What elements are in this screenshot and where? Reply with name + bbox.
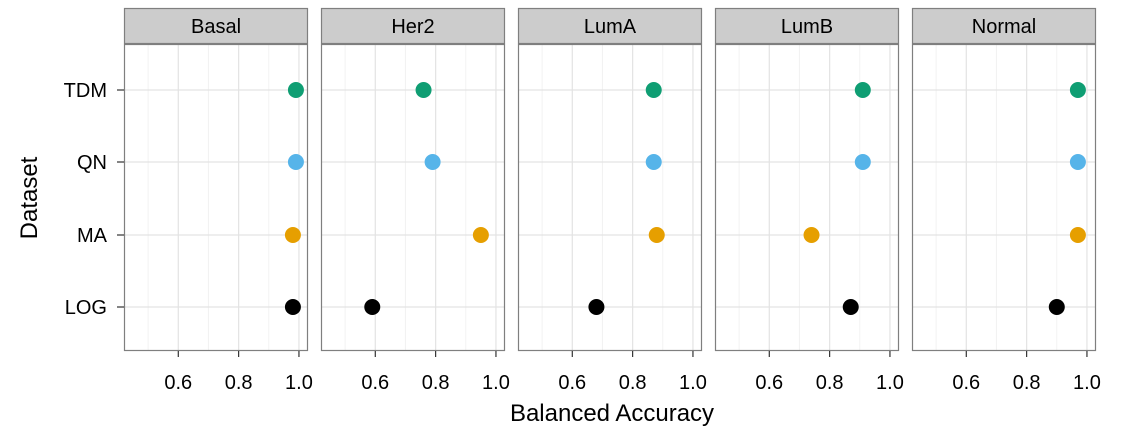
point-her2-ma bbox=[472, 227, 489, 243]
panel-normal-strip-label: Normal bbox=[972, 16, 1036, 38]
panel-normal-background bbox=[912, 44, 1096, 351]
y-axis-title: Dataset bbox=[16, 156, 43, 239]
panel-her2-x-tick-label: 0.8 bbox=[422, 372, 450, 394]
point-basal-qn bbox=[287, 154, 304, 170]
point-basal-tdm bbox=[287, 82, 304, 98]
point-basal-ma bbox=[284, 227, 301, 243]
panel-her2-x-tick-label: 1.0 bbox=[482, 372, 510, 394]
panel-luma-x-tick-label: 0.8 bbox=[619, 372, 647, 394]
panel-lumb-x-tick-label: 0.8 bbox=[816, 372, 844, 394]
panel-her2-strip-label: Her2 bbox=[391, 16, 434, 38]
panel-luma-x-tick-label: 0.6 bbox=[558, 372, 586, 394]
point-luma-log bbox=[588, 299, 605, 315]
point-normal-log bbox=[1048, 299, 1065, 315]
panel-normal-x-tick-label: 0.6 bbox=[952, 372, 980, 394]
point-her2-tdm bbox=[415, 82, 432, 98]
point-normal-ma bbox=[1069, 227, 1086, 243]
panel-basal-strip-label: Basal bbox=[191, 16, 241, 38]
panel-lumb-strip bbox=[714, 7, 900, 45]
point-basal-log bbox=[284, 299, 301, 315]
x-axis-title: Balanced Accuracy bbox=[510, 400, 714, 427]
panel-basal-x-tick-label: 0.8 bbox=[225, 372, 253, 394]
y-tick-label-qn: QN bbox=[77, 152, 107, 174]
point-her2-log bbox=[364, 299, 381, 315]
panel-luma-x-tick-label: 1.0 bbox=[679, 372, 707, 394]
panel-luma-border bbox=[517, 43, 703, 352]
panel-normal-border bbox=[911, 43, 1097, 352]
panel-luma-background bbox=[518, 44, 702, 351]
point-lumb-qn bbox=[854, 154, 871, 170]
y-tick-label-tdm: TDM bbox=[64, 80, 107, 102]
point-lumb-tdm bbox=[854, 82, 871, 98]
panel-lumb-border bbox=[714, 43, 900, 352]
point-lumb-ma bbox=[803, 227, 820, 243]
point-luma-tdm bbox=[645, 82, 662, 98]
panel-lumb-x-tick-label: 1.0 bbox=[876, 372, 904, 394]
point-luma-qn bbox=[645, 154, 662, 170]
panel-basal-x-tick-label: 0.6 bbox=[164, 372, 192, 394]
y-tick-label-log: LOG bbox=[65, 297, 107, 319]
panel-lumb-x-tick-label: 0.6 bbox=[755, 372, 783, 394]
panel-basal-x-tick-label: 1.0 bbox=[285, 372, 313, 394]
point-normal-qn bbox=[1069, 154, 1086, 170]
point-normal-tdm bbox=[1069, 82, 1086, 98]
point-her2-qn bbox=[424, 154, 441, 170]
panel-basal-strip bbox=[123, 7, 309, 45]
panel-her2-border bbox=[320, 43, 506, 352]
panel-luma-strip bbox=[517, 7, 703, 45]
panel-basal-background bbox=[124, 44, 308, 351]
point-lumb-log bbox=[842, 299, 859, 315]
panel-her2-background bbox=[321, 44, 505, 351]
panel-basal-border bbox=[123, 43, 309, 352]
panel-her2-x-tick-label: 0.6 bbox=[361, 372, 389, 394]
panel-normal-x-tick-label: 1.0 bbox=[1073, 372, 1101, 394]
panel-luma-strip-label: LumA bbox=[584, 16, 637, 38]
y-tick-label-ma: MA bbox=[77, 225, 108, 247]
point-luma-ma bbox=[648, 227, 665, 243]
panel-lumb-strip-label: LumB bbox=[781, 16, 833, 38]
panel-normal-strip bbox=[911, 7, 1097, 45]
panel-her2-strip bbox=[320, 7, 506, 45]
panel-normal-x-tick-label: 0.8 bbox=[1013, 372, 1041, 394]
